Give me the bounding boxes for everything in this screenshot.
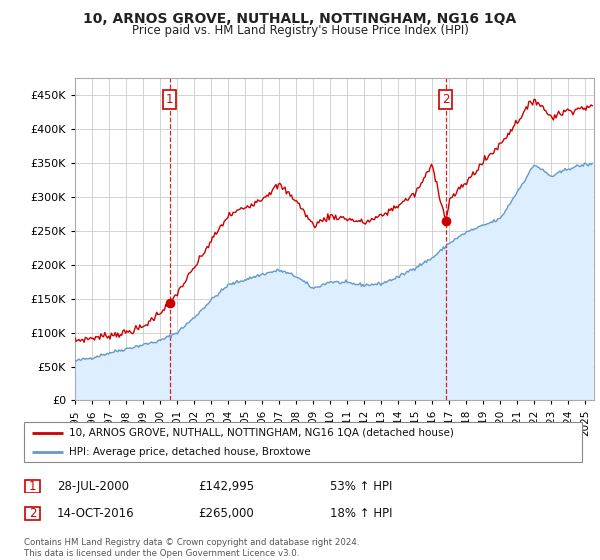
Text: 18% ↑ HPI: 18% ↑ HPI [330,507,392,520]
Text: 2: 2 [442,93,449,106]
Text: Price paid vs. HM Land Registry's House Price Index (HPI): Price paid vs. HM Land Registry's House … [131,24,469,36]
Text: 10, ARNOS GROVE, NUTHALL, NOTTINGHAM, NG16 1QA (detached house): 10, ARNOS GROVE, NUTHALL, NOTTINGHAM, NG… [68,428,454,438]
Text: Contains HM Land Registry data © Crown copyright and database right 2024.
This d: Contains HM Land Registry data © Crown c… [24,538,359,558]
FancyBboxPatch shape [25,479,40,493]
Text: 28-JUL-2000: 28-JUL-2000 [57,479,129,493]
Text: 1: 1 [166,93,173,106]
Text: 14-OCT-2016: 14-OCT-2016 [57,507,134,520]
Text: 2: 2 [29,507,36,520]
FancyBboxPatch shape [25,507,40,520]
Text: HPI: Average price, detached house, Broxtowe: HPI: Average price, detached house, Brox… [68,447,310,457]
Text: 53% ↑ HPI: 53% ↑ HPI [330,479,392,493]
FancyBboxPatch shape [24,422,582,462]
Text: 10, ARNOS GROVE, NUTHALL, NOTTINGHAM, NG16 1QA: 10, ARNOS GROVE, NUTHALL, NOTTINGHAM, NG… [83,12,517,26]
Text: 1: 1 [29,479,36,493]
Text: £142,995: £142,995 [198,479,254,493]
Text: £265,000: £265,000 [198,507,254,520]
